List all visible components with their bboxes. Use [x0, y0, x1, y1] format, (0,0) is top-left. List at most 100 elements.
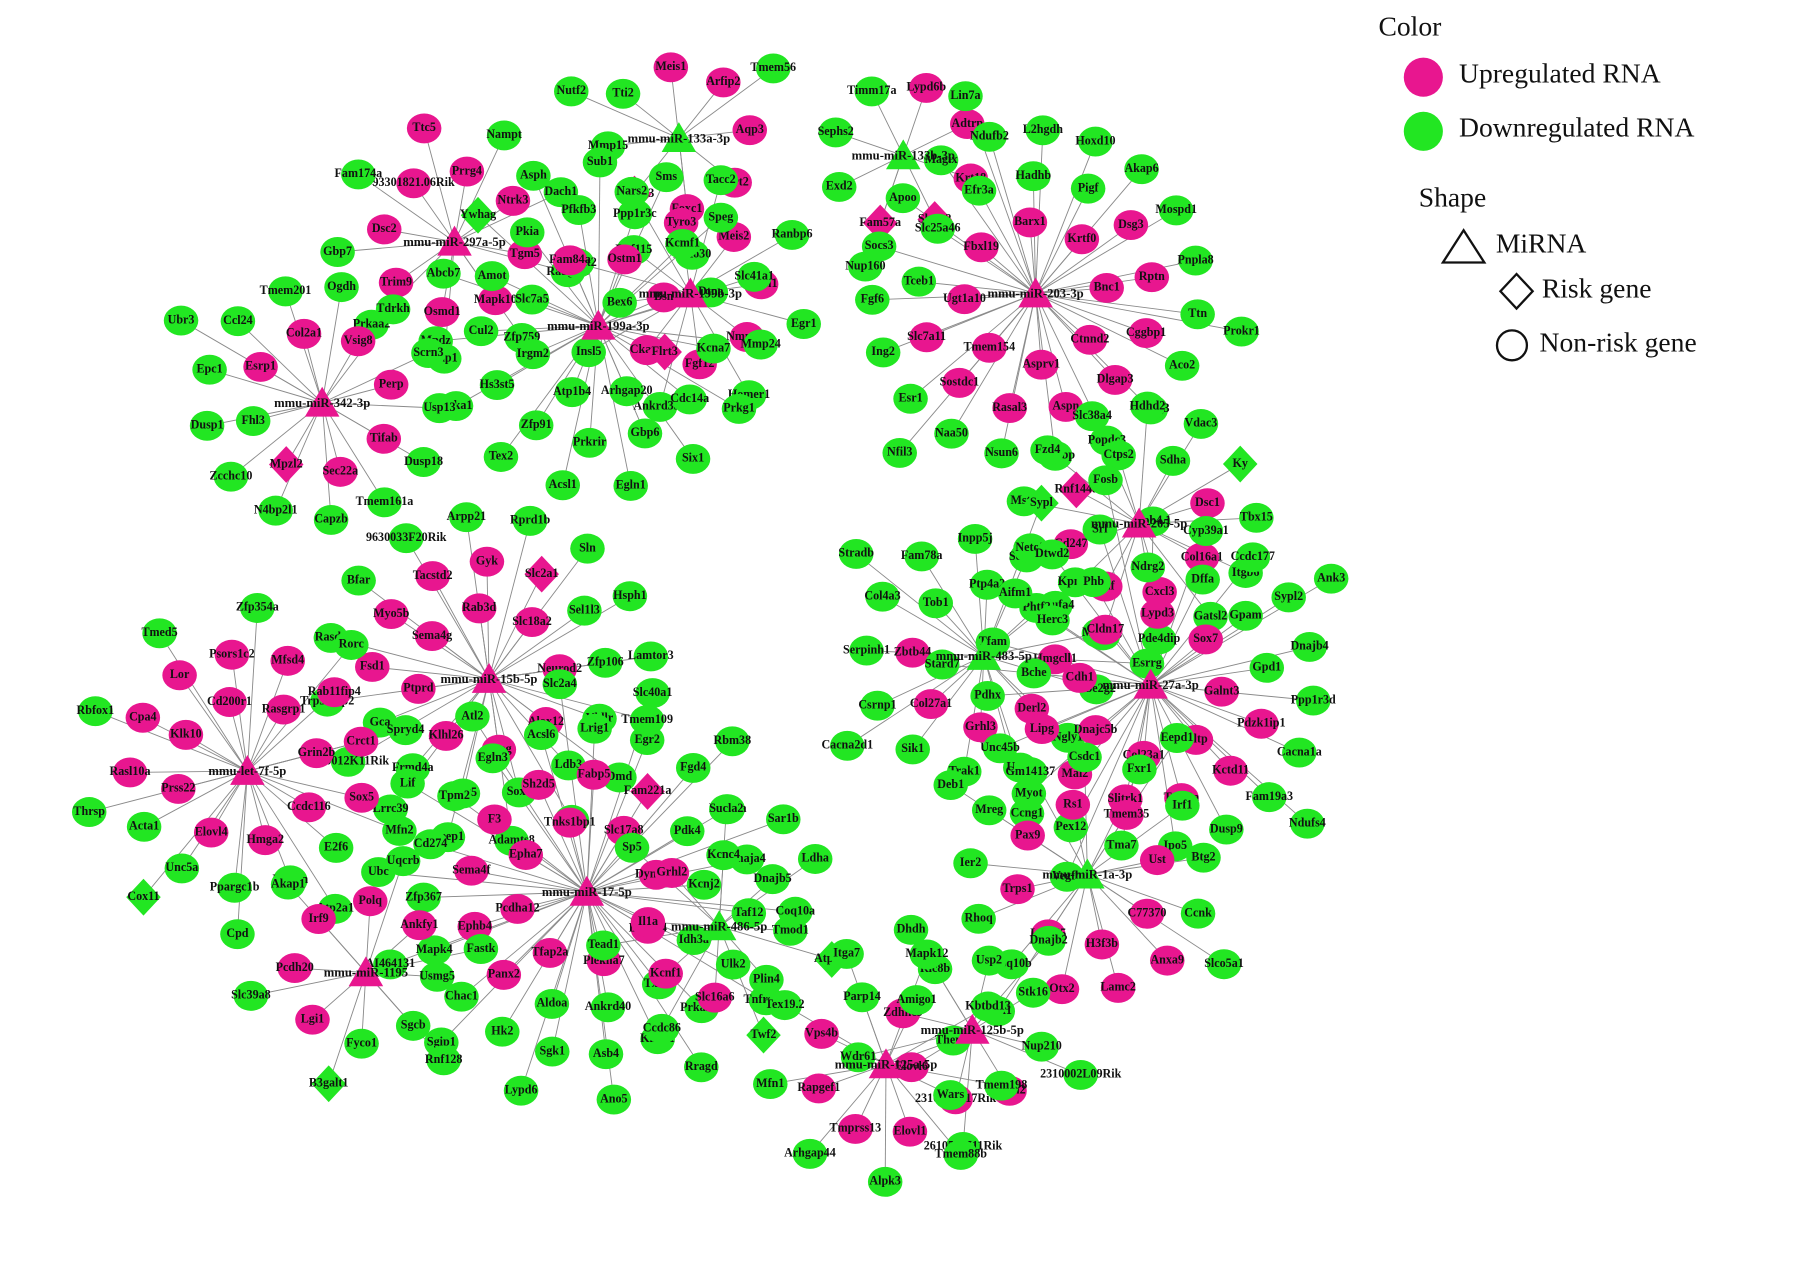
gene-label: Tmem56 [750, 60, 796, 74]
edge [586, 728, 596, 892]
gene-label: Otx2 [1049, 981, 1075, 995]
gene-label: Ogdh [327, 279, 356, 293]
gene-node [697, 982, 733, 1013]
gene-node [479, 370, 515, 401]
gene-node [1055, 789, 1091, 820]
gene-label: Sox5 [349, 790, 374, 804]
gene-label: Mreg [975, 802, 1003, 816]
gene-label: Hoxd10 [1075, 133, 1115, 147]
gene-label: Meis1 [655, 59, 686, 73]
gene-node [629, 725, 665, 756]
gene-label: Abcb7 [427, 265, 461, 279]
edge [328, 972, 367, 1084]
gene-node [934, 418, 969, 449]
edge [321, 352, 429, 404]
gene-label: Rptn [1139, 269, 1165, 283]
risk-gene-node [1222, 445, 1258, 483]
gene-node [706, 67, 741, 98]
gene-label: Ppargc1b [210, 880, 260, 894]
gene-label: Zbtb44 [894, 644, 932, 658]
gene-label: Slc18a2 [512, 614, 552, 628]
edge [481, 325, 599, 332]
gene-label: Phb [1083, 574, 1104, 588]
gene-node [1078, 126, 1113, 157]
risk-gene-node [524, 555, 559, 593]
gene-label: Fyco1 [346, 1035, 377, 1049]
gene-node [343, 726, 379, 757]
gene-node [112, 757, 148, 788]
gene-node [478, 285, 513, 316]
gene-label: Hmga2 [246, 832, 284, 846]
gene-label: Timm17a [847, 83, 896, 97]
gene-label: Sostdc1 [940, 375, 980, 389]
gene-label: Fhl3 [241, 413, 264, 427]
edge [551, 891, 588, 1052]
gene-node [590, 992, 626, 1023]
gene-node [523, 720, 559, 750]
mirna-node [230, 754, 265, 785]
edge [586, 891, 702, 1009]
gene-node [774, 219, 810, 250]
gene-label: Ttc5 [412, 120, 435, 134]
gene-label: Osmd1 [424, 304, 461, 318]
gene-label: Thrsp [73, 804, 105, 818]
gene-node [602, 762, 637, 793]
gene-label: Dusp18 [404, 454, 443, 468]
edge [321, 402, 385, 503]
gene-node [426, 258, 461, 289]
gene-label: Zfp106 [587, 655, 624, 669]
gene-node [299, 738, 334, 769]
gene-node [1088, 614, 1123, 645]
gene-node [313, 504, 349, 535]
mirna-label: mmu-miR-27a-3p [1103, 678, 1199, 692]
gene-node [516, 160, 551, 191]
edge [246, 770, 336, 910]
gene-label: Sp5 [622, 840, 641, 854]
gene-label: Pex12 [1055, 819, 1086, 833]
gene-node [455, 701, 490, 732]
edge [423, 128, 455, 242]
gene-node [923, 145, 959, 176]
gene-node [567, 595, 602, 626]
gene-label: Sox7 [1193, 631, 1218, 645]
gene-node [961, 903, 996, 934]
edge [236, 771, 248, 935]
edge [1035, 188, 1089, 294]
risk-gene-node [862, 204, 898, 242]
gene-node [1139, 845, 1175, 876]
gene-label: Lin7a [950, 88, 980, 102]
gene-node [396, 168, 431, 199]
gene-node [503, 1075, 539, 1106]
gene-label: Tti2 [612, 86, 633, 100]
gene-node [792, 1138, 828, 1169]
edge [1035, 293, 1183, 367]
gene-node [554, 76, 589, 107]
gene-label: Dffa [1191, 571, 1214, 585]
edge [1150, 667, 1267, 686]
mirna-label: mmu-let-7f-5p [208, 764, 286, 778]
gene-label: Fgf6 [861, 292, 884, 306]
edge [951, 293, 1036, 434]
edge [921, 556, 985, 657]
gene-label: Akap6 [1124, 161, 1158, 175]
mirna-node [673, 277, 708, 308]
gene-label: Ano5 [600, 1091, 628, 1105]
gene-label: Lgi1 [301, 1011, 325, 1025]
gene-label: Perp [379, 376, 404, 390]
gene-node [1185, 564, 1220, 595]
gene-node [571, 337, 606, 368]
gene-node [1101, 440, 1136, 471]
gene-label: Tdrkh [376, 301, 410, 315]
gene-label: Adtrp [952, 116, 984, 130]
gene-label: Irf1 [1172, 797, 1192, 811]
gene-label: Dnajb5 [753, 871, 791, 885]
gene-label: Arhgap44 [784, 1146, 836, 1160]
gene-node [1188, 516, 1224, 546]
gene-node [838, 1113, 873, 1144]
edge [1087, 874, 1168, 961]
gene-node [649, 162, 684, 193]
gene-node [217, 872, 252, 903]
gene-label: Lrig1 [580, 720, 609, 734]
gene-node [1190, 488, 1225, 519]
gene-label: Prss22 [161, 781, 195, 795]
